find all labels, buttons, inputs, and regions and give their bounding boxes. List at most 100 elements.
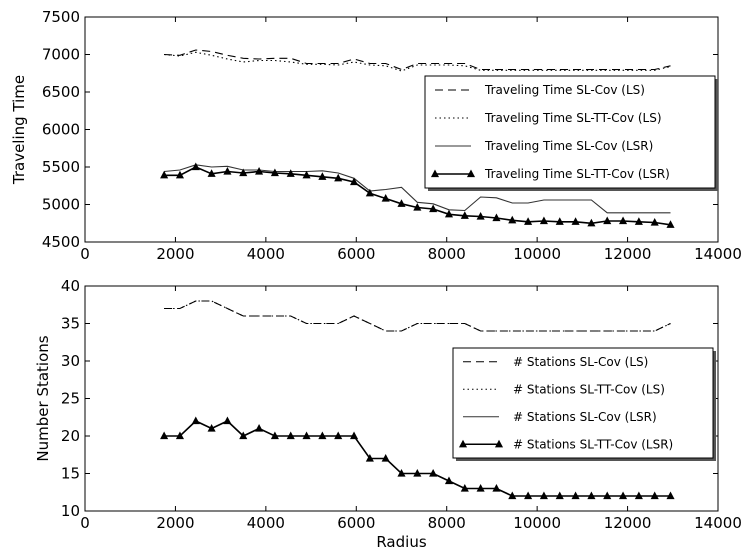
- y-tick-label: 6000: [42, 121, 80, 139]
- legend-label: Traveling Time SL-TT-Cov (LSR): [484, 167, 670, 181]
- data-point: [381, 454, 390, 462]
- x-tick-label: 4000: [247, 514, 285, 532]
- data-point: [302, 431, 311, 440]
- data-point: [619, 216, 628, 225]
- data-point: [634, 491, 643, 500]
- data-point: [413, 469, 422, 477]
- x-tick-label: 10000: [513, 245, 561, 263]
- data-point: [524, 217, 533, 225]
- data-point: [318, 172, 327, 180]
- data-point: [239, 168, 248, 177]
- data-point: [270, 168, 279, 177]
- y-tick-label: 7000: [42, 46, 80, 64]
- y-tick-label: 40: [61, 277, 80, 295]
- data-point: [239, 431, 248, 440]
- y-tick-label: 5000: [42, 196, 80, 214]
- data-point: [666, 220, 675, 228]
- x-tick-label: 6000: [337, 245, 375, 263]
- data-point: [334, 173, 343, 182]
- data-point: [587, 218, 596, 227]
- data-point: [318, 431, 327, 440]
- data-point: [349, 177, 359, 186]
- legend-marker: [466, 169, 476, 178]
- data-point: [429, 204, 438, 213]
- y-tick-label: 6500: [42, 83, 80, 101]
- x-tick-label: 14000: [694, 245, 742, 263]
- y-tick-label: 10: [61, 502, 80, 520]
- data-point: [650, 491, 659, 500]
- x-tick-label: 2000: [156, 245, 194, 263]
- series-line: [164, 49, 671, 71]
- y-tick-label: 35: [61, 315, 80, 333]
- legend-marker: [458, 439, 468, 448]
- x-tick-label: 6000: [337, 514, 375, 532]
- data-point: [508, 215, 517, 224]
- data-point: [429, 469, 438, 477]
- y-axis-label: Number Stations: [34, 335, 52, 461]
- y-tick-label: 5500: [42, 158, 80, 176]
- data-point: [444, 476, 454, 485]
- legend-label: Traveling Time SL-Cov (LS): [484, 83, 645, 97]
- data-point: [160, 170, 169, 179]
- x-tick-label: 4000: [247, 245, 285, 263]
- number-stations-chart: 0 2000 4000 6000 8000 10000 12000 14000 10 15 20 25…: [34, 277, 742, 551]
- x-axis-label: Radius: [376, 533, 426, 551]
- series-line: [164, 300, 671, 332]
- x-tick-label: 10000: [513, 514, 561, 532]
- data-point: [223, 416, 232, 425]
- data-point: [302, 170, 311, 179]
- data-point: [524, 491, 533, 500]
- x-tick-label: 14000: [694, 514, 742, 532]
- x-tick-label: 12000: [604, 245, 652, 263]
- data-point: [175, 431, 184, 440]
- data-point: [634, 217, 643, 225]
- data-point: [555, 491, 564, 500]
- x-tick-label: 8000: [428, 514, 466, 532]
- data-point: [175, 170, 184, 179]
- data-point: [397, 199, 406, 207]
- legend-marker: [494, 439, 504, 448]
- data-point: [571, 491, 580, 500]
- data-point: [492, 484, 501, 492]
- legend-label: # Stations SL-TT-Cov (LSR): [513, 437, 673, 451]
- data-point: [223, 167, 232, 175]
- data-point: [460, 484, 469, 492]
- data-point: [334, 431, 343, 440]
- data-point: [191, 416, 200, 425]
- data-point: [444, 209, 454, 218]
- data-point: [650, 218, 659, 226]
- traveling-time-chart: 0 2000 4000 6000 8000 10000 12000 14000 4500 5000…: [10, 8, 742, 263]
- legend-label: # Stations SL-Cov (LS): [513, 355, 648, 369]
- data-point: [508, 491, 517, 500]
- data-point: [666, 491, 675, 500]
- x-tick-label: 0: [80, 245, 90, 263]
- data-point: [191, 162, 200, 171]
- data-point: [270, 431, 279, 440]
- data-point: [255, 424, 264, 432]
- data-point: [381, 194, 390, 202]
- data-point: [397, 469, 406, 477]
- data-point: [460, 211, 469, 219]
- data-point: [413, 203, 422, 211]
- legend-label: Traveling Time SL-TT-Cov (LS): [484, 111, 662, 125]
- y-tick-label: 4500: [42, 233, 80, 251]
- data-point: [255, 167, 264, 175]
- data-point: [476, 484, 485, 492]
- series-line: [164, 51, 671, 72]
- y-tick-label: 15: [61, 465, 80, 483]
- data-point: [207, 424, 216, 432]
- data-point: [365, 454, 374, 462]
- data-point: [365, 188, 374, 197]
- data-point: [349, 431, 359, 440]
- data-point: [555, 217, 564, 225]
- data-point: [619, 491, 628, 500]
- series-line: [164, 164, 671, 214]
- legend: [452, 347, 714, 459]
- legend-label: # Stations SL-TT-Cov (LS): [513, 382, 665, 396]
- data-point: [603, 216, 612, 225]
- data-point: [476, 212, 485, 220]
- y-tick-label: 20: [61, 427, 80, 445]
- data-point: [286, 431, 295, 440]
- data-point: [539, 491, 548, 500]
